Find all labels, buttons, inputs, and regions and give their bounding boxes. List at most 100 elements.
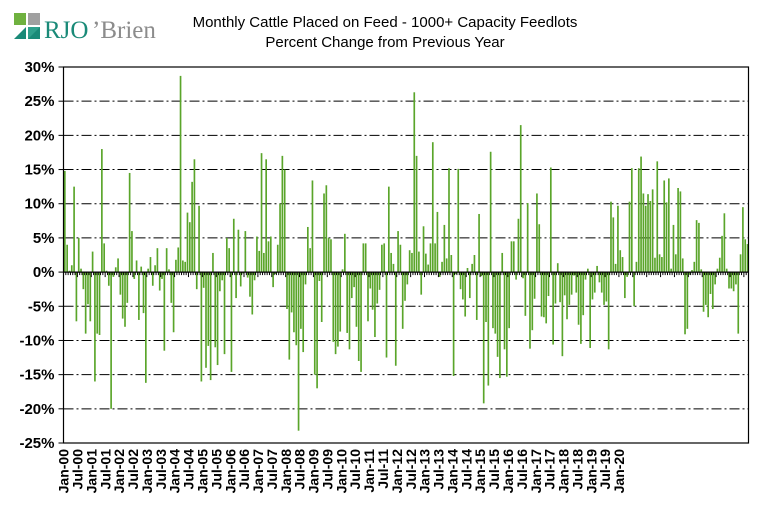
- plot-frame: [62, 66, 750, 444]
- bar: [276, 244, 279, 273]
- bar: [327, 237, 330, 273]
- bar: [640, 156, 642, 273]
- bar: [381, 244, 383, 273]
- bar: [674, 254, 677, 273]
- bar: [408, 250, 411, 273]
- bar: [311, 180, 314, 273]
- bar: [320, 272, 323, 322]
- bar: [427, 264, 429, 273]
- bar: [466, 267, 469, 273]
- bar: [223, 272, 226, 355]
- y-tick-label: 5%: [33, 230, 55, 247]
- bar: [188, 222, 191, 273]
- bar: [489, 151, 492, 273]
- x-tick-label: Jul-11: [375, 449, 391, 489]
- y-tick-label: 10%: [24, 196, 54, 213]
- bar: [658, 254, 661, 273]
- bar: [617, 205, 619, 273]
- bar: [529, 272, 531, 349]
- bar: [540, 272, 543, 317]
- bar: [661, 257, 663, 273]
- bar: [323, 193, 325, 273]
- bar: [501, 252, 504, 273]
- bar: [221, 272, 224, 281]
- bar: [77, 237, 80, 273]
- bar: [473, 255, 476, 273]
- bar: [105, 270, 108, 273]
- bar: [202, 272, 205, 288]
- bar: [596, 265, 598, 273]
- x-tick-label: Jan-13: [417, 449, 433, 494]
- bar: [256, 236, 258, 273]
- x-tick-label: Jul-07: [264, 449, 280, 490]
- bar: [75, 272, 78, 322]
- bar: [739, 254, 742, 273]
- bar: [149, 257, 152, 273]
- bar: [730, 272, 733, 289]
- x-tick-label: Jul-04: [181, 449, 197, 490]
- bar: [663, 180, 666, 273]
- bar: [679, 191, 682, 273]
- x-tick-label: Jul-18: [569, 449, 585, 490]
- bar: [568, 272, 571, 305]
- bar: [735, 272, 737, 285]
- bar: [91, 251, 94, 273]
- bar: [346, 272, 348, 333]
- bar: [633, 272, 635, 307]
- bar: [522, 272, 524, 279]
- bar: [237, 229, 240, 273]
- bar: [464, 272, 467, 317]
- bar: [494, 272, 497, 334]
- bar: [651, 189, 654, 273]
- bar: [691, 270, 693, 273]
- x-tick-label: Jul-02: [125, 449, 141, 490]
- bar: [200, 272, 203, 382]
- bar: [135, 260, 138, 273]
- x-tick-label: Jan-08: [278, 449, 294, 494]
- bar: [353, 272, 355, 288]
- logo-mark: RJO ’Brien: [14, 13, 156, 44]
- x-tick-label: Jul-05: [208, 449, 224, 490]
- bar: [670, 268, 672, 273]
- bar: [121, 272, 124, 319]
- bar: [515, 272, 517, 280]
- x-tick-label: Jul-12: [403, 449, 419, 490]
- bar: [355, 272, 358, 327]
- bar: [251, 272, 254, 315]
- bar: [133, 272, 136, 279]
- y-tick-label: -10%: [19, 332, 54, 349]
- bar: [70, 265, 73, 273]
- bar: [117, 258, 119, 273]
- bar: [554, 272, 557, 304]
- bar: [718, 257, 721, 273]
- x-tick-label: Jul-13: [431, 449, 447, 490]
- bar: [406, 272, 409, 285]
- bar: [415, 155, 418, 273]
- bar: [434, 243, 436, 273]
- bar: [630, 168, 633, 273]
- bar: [492, 272, 494, 329]
- bar: [184, 261, 187, 273]
- bar: [364, 243, 367, 273]
- x-tick-label: Jan-15: [472, 449, 488, 494]
- bar: [431, 142, 434, 273]
- x-tick-label: Jan-03: [139, 449, 155, 494]
- x-tick-label: Jul-19: [597, 449, 613, 490]
- bar: [577, 272, 580, 325]
- bar: [485, 272, 487, 322]
- bar: [304, 272, 307, 285]
- bar: [543, 272, 545, 318]
- bar: [170, 272, 173, 303]
- bar: [107, 272, 110, 286]
- bar: [177, 247, 180, 273]
- bar: [487, 272, 490, 386]
- x-tick-label: Jul-14: [458, 449, 474, 490]
- bar: [267, 241, 270, 273]
- y-tick-label: 15%: [24, 162, 54, 179]
- chart-subtitle: Percent Change from Previous Year: [265, 34, 505, 51]
- bar: [103, 243, 106, 273]
- bar: [510, 241, 513, 273]
- y-tick-label: 30%: [24, 59, 54, 76]
- bar: [561, 272, 564, 357]
- bar: [84, 272, 87, 334]
